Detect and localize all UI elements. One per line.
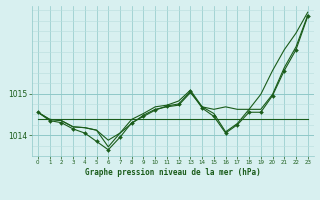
X-axis label: Graphe pression niveau de la mer (hPa): Graphe pression niveau de la mer (hPa) (85, 168, 261, 177)
